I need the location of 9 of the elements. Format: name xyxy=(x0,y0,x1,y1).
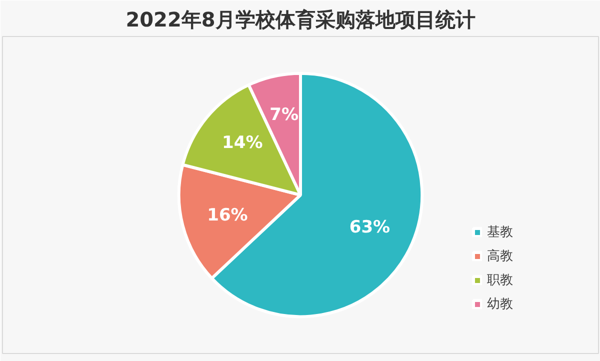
data-label: 16% xyxy=(207,205,248,226)
data-label: 63% xyxy=(349,218,390,238)
legend-label: 幼教 xyxy=(487,296,513,313)
legend-label: 职教 xyxy=(487,272,513,289)
data-label: 14% xyxy=(222,132,263,153)
chart-title: 2022年8月学校体育采购落地项目统计 xyxy=(126,8,476,32)
legend-label: 基教 xyxy=(487,224,513,241)
legend-label: 高教 xyxy=(487,248,513,265)
data-label: 7% xyxy=(270,105,298,126)
